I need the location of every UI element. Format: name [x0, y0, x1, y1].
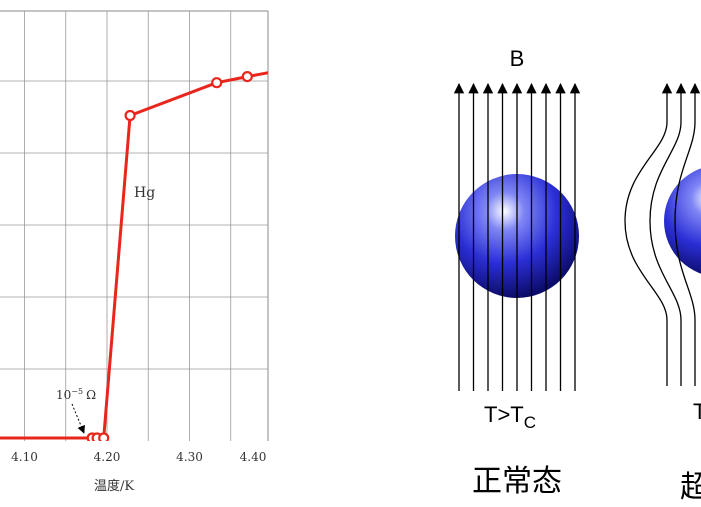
resolution-annotation: 10−5 Ω: [56, 387, 96, 434]
normal-state-label: 正常态: [472, 464, 562, 499]
superconducting-field-lines: [624, 82, 701, 386]
superconducting-condition-fragment: T: [693, 399, 701, 424]
normal-condition-subscript: C: [524, 413, 536, 432]
field-line-expelled: [674, 82, 701, 386]
magnetic-field-label: B: [510, 46, 525, 71]
normal-condition-label: T>TC: [484, 402, 536, 432]
superconducting-state-panel: T 超: [624, 82, 701, 505]
data-point-marker: [124, 109, 136, 122]
meissner-effect-diagram: B T>TC 正常态 T 超: [453, 46, 701, 505]
resolution-base: 10: [56, 388, 71, 402]
x-tick-label: 4.40: [240, 450, 267, 464]
x-tick-labels: 4.10 4.20 4.30 4.40: [11, 450, 266, 464]
series-line-hg: [0, 71, 268, 440]
data-point-marker: [98, 432, 110, 441]
normal-state-panel: T>TC 正常态: [453, 82, 581, 499]
chart-plot-area: [0, 70, 268, 441]
svg-text:10−5Ω: 10−5 Ω: [56, 387, 96, 402]
resolution-unit: Ω: [86, 388, 96, 402]
data-point-marker: [211, 77, 223, 89]
series-label-hg: Hg: [134, 185, 155, 201]
field-line-expelled: [624, 82, 673, 386]
x-tick-label: 4.10: [11, 450, 38, 464]
superconducting-state-label: 超: [680, 470, 701, 505]
x-tick-label: 4.30: [176, 450, 203, 464]
chart-grid: [0, 10, 269, 441]
x-tick-label: 4.20: [94, 450, 121, 464]
resolution-arrow: [71, 403, 85, 434]
x-axis-label: 温度/K: [94, 478, 134, 494]
data-point-marker: [241, 70, 253, 83]
field-line-expelled: [649, 82, 687, 386]
normal-condition-main: T>T: [484, 402, 524, 427]
normal-field-lines: [453, 82, 581, 391]
superconducting-sphere: [664, 168, 701, 274]
resolution-exponent: −5: [71, 387, 83, 396]
resistance-temperature-chart: 4.10 4.20 4.30 4.40 温度/K Hg 10−5 Ω: [0, 10, 269, 494]
